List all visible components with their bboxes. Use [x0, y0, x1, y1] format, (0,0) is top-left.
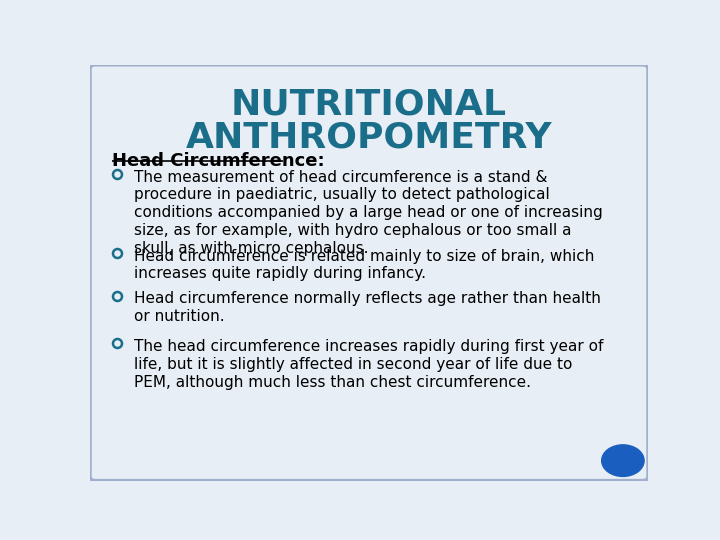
- Text: PEM, although much less than chest circumference.: PEM, although much less than chest circu…: [133, 375, 531, 390]
- Text: life, but it is slightly affected in second year of life due to: life, but it is slightly affected in sec…: [133, 357, 572, 372]
- Text: skull, as with micro cephalous.: skull, as with micro cephalous.: [133, 241, 368, 256]
- Text: procedure in paediatric, usually to detect pathological: procedure in paediatric, usually to dete…: [133, 187, 549, 202]
- Text: increases quite rapidly during infancy.: increases quite rapidly during infancy.: [133, 266, 426, 281]
- Text: Head circumference is related mainly to size of brain, which: Head circumference is related mainly to …: [133, 248, 594, 264]
- Text: Head circumference normally reflects age rather than health: Head circumference normally reflects age…: [133, 292, 600, 306]
- Text: The head circumference increases rapidly during first year of: The head circumference increases rapidly…: [133, 339, 603, 354]
- Text: conditions accompanied by a large head or one of increasing: conditions accompanied by a large head o…: [133, 205, 602, 220]
- Text: NUTRITIONAL: NUTRITIONAL: [231, 87, 507, 122]
- Text: The measurement of head circumference is a stand &: The measurement of head circumference is…: [133, 170, 547, 185]
- Text: or nutrition.: or nutrition.: [133, 309, 224, 325]
- FancyBboxPatch shape: [90, 65, 648, 481]
- Text: ANTHROPOMETRY: ANTHROPOMETRY: [186, 121, 552, 155]
- Text: Head Circumference:: Head Circumference:: [112, 152, 325, 170]
- Circle shape: [602, 445, 644, 476]
- Text: size, as for example, with hydro cephalous or too small a: size, as for example, with hydro cephalo…: [133, 223, 571, 238]
